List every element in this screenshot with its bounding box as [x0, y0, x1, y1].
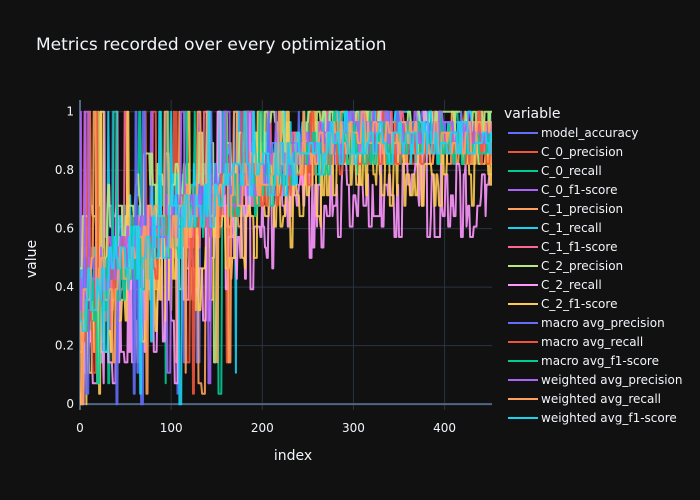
y-tick-label: 1: [66, 105, 74, 119]
y-tick-label: 0.2: [55, 339, 74, 353]
legend-item[interactable]: C_0_f1-score: [508, 183, 617, 197]
series-layer: [80, 110, 492, 406]
legend-item[interactable]: C_0_recall: [508, 164, 602, 178]
legend-item[interactable]: macro avg_recall: [508, 335, 643, 349]
legend-item[interactable]: C_1_f1-score: [508, 240, 617, 254]
legend-label: C_0_f1-score: [541, 183, 617, 197]
legend-label: macro avg_recall: [541, 335, 643, 349]
legend-label: weighted avg_recall: [541, 392, 661, 406]
legend-label: C_1_precision: [541, 202, 623, 216]
legend-label: C_0_precision: [541, 145, 623, 159]
legend-item[interactable]: macro avg_precision: [508, 316, 665, 330]
y-tick-label: 0: [66, 397, 74, 411]
legend-item[interactable]: C_1_precision: [508, 202, 623, 216]
y-tick-label: 0.4: [55, 280, 74, 294]
legend: variable model_accuracy C_0_precision C_0_…: [504, 106, 682, 425]
x-tick-label: 300: [342, 421, 365, 435]
legend-label: weighted avg_f1-score: [541, 411, 677, 425]
legend-item[interactable]: C_2_precision: [508, 259, 623, 273]
legend-item[interactable]: weighted avg_recall: [508, 392, 661, 406]
x-tick-label: 400: [433, 421, 456, 435]
legend-item[interactable]: C_0_precision: [508, 145, 623, 159]
legend-title: variable: [504, 106, 560, 122]
legend-label: model_accuracy: [541, 126, 639, 140]
legend-label: C_2_recall: [541, 278, 602, 292]
legend-label: C_1_f1-score: [541, 240, 617, 254]
y-axis-title: value: [24, 240, 40, 278]
x-tick-label: 100: [160, 421, 183, 435]
legend-item[interactable]: model_accuracy: [508, 126, 639, 140]
legend-item[interactable]: weighted avg_f1-score: [508, 411, 677, 425]
legend-item[interactable]: macro avg_f1-score: [508, 354, 659, 368]
legend-label: macro avg_precision: [541, 316, 665, 330]
legend-item[interactable]: weighted avg_precision: [508, 373, 682, 387]
y-tick-label: 0.6: [55, 222, 74, 236]
x-tick-label: 0: [76, 421, 84, 435]
x-tick-label: 200: [251, 421, 274, 435]
legend-label: C_1_recall: [541, 221, 602, 235]
legend-item[interactable]: C_2_f1-score: [508, 297, 617, 311]
legend-item[interactable]: C_1_recall: [508, 221, 602, 235]
legend-label: weighted avg_precision: [541, 373, 682, 387]
legend-label: C_2_f1-score: [541, 297, 617, 311]
legend-item[interactable]: C_2_recall: [508, 278, 602, 292]
series-line-15: [80, 110, 492, 406]
legend-label: C_0_recall: [541, 164, 602, 178]
legend-label: C_2_precision: [541, 259, 623, 273]
axis-layer: 0 100 200 300 400 0 0.2 0.4 0.6 0.8 1: [55, 105, 456, 435]
legend-label: macro avg_f1-score: [541, 354, 659, 368]
x-axis-title: index: [274, 448, 312, 464]
chart-title: Metrics recorded over every optimization: [36, 35, 387, 55]
y-tick-label: 0.8: [55, 163, 74, 177]
